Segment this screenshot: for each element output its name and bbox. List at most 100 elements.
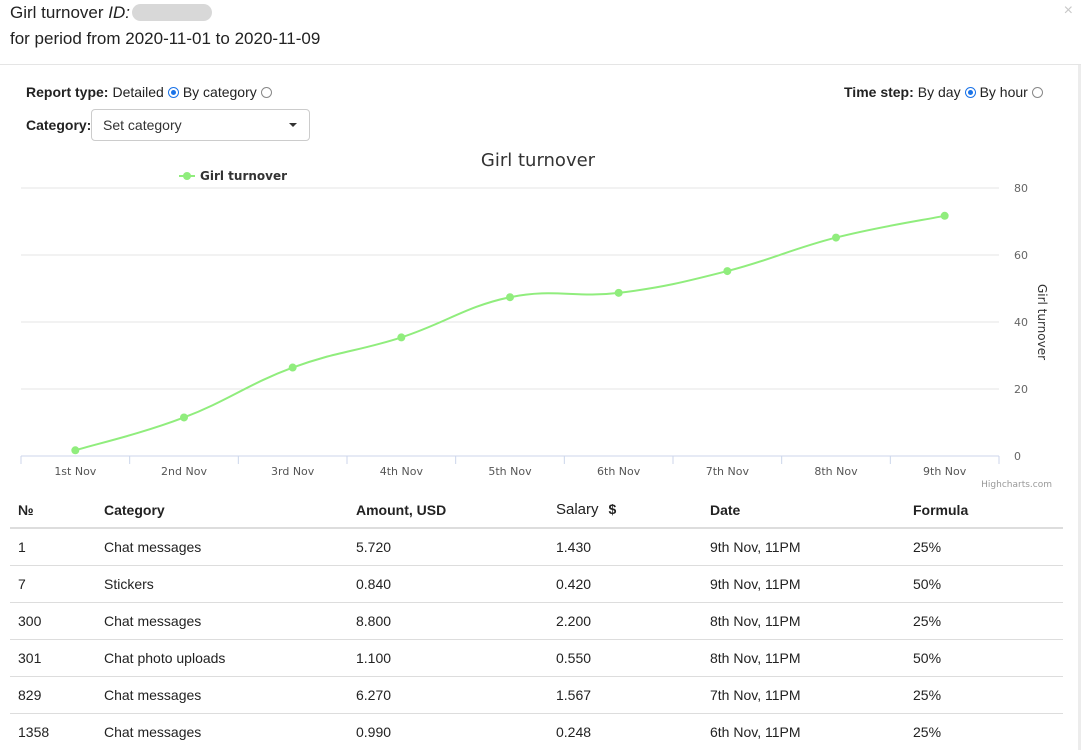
table-body: 1 Chat messages 5.720 1.430 9th Nov, 11PM 25%… bbox=[10, 527, 1063, 750]
cell-category: Stickers bbox=[96, 564, 348, 602]
line-chart: Girl turnover 0 20 40 60 80 Girl turnover 1st N… bbox=[20, 150, 1052, 490]
report-type-label: Report type: bbox=[26, 84, 109, 100]
report-option-detailed-radio[interactable] bbox=[167, 86, 179, 98]
table-row: 1 Chat messages 5.720 1.430 9th Nov, 11PM 25% bbox=[10, 527, 1063, 565]
table-row: 7 Stickers 0.840 0.420 9th Nov, 11PM 50% bbox=[10, 564, 1063, 602]
cell-date: 8th Nov, 11PM bbox=[702, 638, 905, 676]
cell-salary: 0.248 bbox=[548, 712, 702, 750]
cell-category: Chat photo uploads bbox=[96, 638, 348, 676]
data-point bbox=[723, 267, 732, 276]
data-point bbox=[940, 211, 949, 220]
cell-amount: 5.720 bbox=[348, 527, 548, 565]
cell-salary: 1.430 bbox=[548, 527, 702, 565]
x-tick-label: 7th Nov bbox=[706, 465, 750, 478]
cell-amount: 8.800 bbox=[348, 601, 548, 639]
cell-date: 8th Nov, 11PM bbox=[702, 601, 905, 639]
time-option-by-hour-label[interactable]: By hour bbox=[979, 84, 1028, 100]
header-category[interactable]: Category bbox=[96, 492, 348, 529]
series-line bbox=[75, 214, 945, 452]
table-header-row: № Category Amount, USD Salary $ Date Form… bbox=[10, 492, 1063, 529]
data-point bbox=[288, 363, 297, 372]
table-row: 829 Chat messages 6.270 1.567 7th Nov, 11PM 2… bbox=[10, 675, 1063, 713]
cell-salary: 2.200 bbox=[548, 601, 702, 639]
cell-date: 6th Nov, 11PM bbox=[702, 712, 905, 750]
category-label: Category: bbox=[26, 117, 92, 133]
y-axis-title: Girl turnover bbox=[1035, 284, 1049, 360]
cell-formula: 50% bbox=[905, 638, 1063, 676]
close-icon[interactable]: × bbox=[1063, 2, 1073, 19]
y-tick-label: 20 bbox=[1014, 383, 1028, 396]
caret-down-icon bbox=[289, 123, 297, 127]
category-select-value: Set category bbox=[103, 117, 182, 133]
turnover-table: № Category Amount, USD Salary $ Date Form… bbox=[10, 492, 1063, 750]
cell-num: 829 bbox=[10, 675, 96, 713]
y-tick-label: 40 bbox=[1014, 316, 1028, 329]
x-tick-label: 2nd Nov bbox=[161, 465, 207, 478]
y-tick-label: 0 bbox=[1014, 450, 1021, 463]
header-date[interactable]: Date bbox=[702, 492, 905, 529]
time-option-by-hour-radio[interactable] bbox=[1031, 86, 1043, 98]
scrollbar[interactable] bbox=[1078, 65, 1081, 750]
header-salary-unit: $ bbox=[608, 501, 617, 517]
x-tick-label: 4th Nov bbox=[380, 465, 424, 478]
cell-num: 301 bbox=[10, 638, 96, 676]
cell-salary: 1.567 bbox=[548, 675, 702, 713]
cell-formula: 50% bbox=[905, 564, 1063, 602]
x-tick-label: 9th Nov bbox=[923, 465, 967, 478]
cell-formula: 25% bbox=[905, 675, 1063, 713]
cell-category: Chat messages bbox=[96, 527, 348, 565]
cell-formula: 25% bbox=[905, 527, 1063, 565]
cell-amount: 0.840 bbox=[348, 564, 548, 602]
category-select[interactable]: Set category bbox=[91, 109, 310, 141]
cell-num: 1 bbox=[10, 527, 96, 565]
header-num[interactable]: № bbox=[10, 492, 96, 529]
cell-amount: 0.990 bbox=[348, 712, 548, 750]
report-option-by-category-label[interactable]: By category bbox=[182, 84, 257, 100]
legend-symbol-point bbox=[183, 172, 191, 180]
cell-date: 7th Nov, 11PM bbox=[702, 675, 905, 713]
report-option-detailed-label[interactable]: Detailed bbox=[112, 84, 164, 100]
turnover-table-wrap: № Category Amount, USD Salary $ Date Form… bbox=[10, 492, 1063, 750]
legend-item-label: Girl turnover bbox=[200, 169, 287, 183]
data-point bbox=[397, 333, 406, 342]
data-point bbox=[71, 446, 80, 455]
cell-formula: 25% bbox=[905, 601, 1063, 639]
x-tick-label: 6th Nov bbox=[597, 465, 641, 478]
report-type-control: Report type: Detailed By category bbox=[26, 84, 276, 100]
cell-date: 9th Nov, 11PM bbox=[702, 527, 905, 565]
time-step-label: Time step: bbox=[844, 84, 914, 100]
data-point bbox=[180, 413, 188, 422]
table-row: 300 Chat messages 8.800 2.200 8th Nov, 11PM 2… bbox=[10, 601, 1063, 639]
chart-title: Girl turnover bbox=[481, 150, 596, 171]
id-label: ID: bbox=[108, 3, 130, 22]
cell-num: 7 bbox=[10, 564, 96, 602]
x-tick-label: 1st Nov bbox=[54, 465, 96, 478]
header-formula[interactable]: Formula bbox=[905, 492, 1063, 529]
header-amount[interactable]: Amount, USD bbox=[348, 492, 548, 529]
data-point bbox=[832, 233, 840, 242]
time-option-by-day-label[interactable]: By day bbox=[917, 84, 961, 100]
period-text: for period from 2020-11-01 to 2020-11-09 bbox=[10, 29, 321, 48]
cell-date: 9th Nov, 11PM bbox=[702, 564, 905, 602]
cell-amount: 1.100 bbox=[348, 638, 548, 676]
data-point bbox=[614, 288, 623, 297]
modal-title: Girl turnover ID: bbox=[10, 3, 212, 23]
x-tick-label: 3rd Nov bbox=[271, 465, 315, 478]
cell-formula: 25% bbox=[905, 712, 1063, 750]
cell-num: 300 bbox=[10, 601, 96, 639]
time-option-by-day-radio[interactable] bbox=[964, 86, 976, 98]
header-salary[interactable]: Salary $ bbox=[548, 492, 702, 529]
header-salary-text: Salary bbox=[556, 501, 599, 518]
x-tick-label: 5th Nov bbox=[488, 465, 532, 478]
x-tick-label: 8th Nov bbox=[814, 465, 858, 478]
cell-num: 1358 bbox=[10, 712, 96, 750]
cell-amount: 6.270 bbox=[348, 675, 548, 713]
modal-header: Girl turnover ID: for period from 2020-1… bbox=[0, 0, 1081, 65]
cell-salary: 0.420 bbox=[548, 564, 702, 602]
redacted-id bbox=[132, 4, 212, 21]
table-row: 301 Chat photo uploads 1.100 0.550 8th Nov, … bbox=[10, 638, 1063, 676]
time-step-control: Time step: By day By hour bbox=[844, 84, 1047, 100]
credits-link[interactable]: Highcharts.com bbox=[981, 480, 1052, 490]
report-option-by-category-radio[interactable] bbox=[260, 86, 272, 98]
y-tick-label: 60 bbox=[1014, 249, 1028, 262]
